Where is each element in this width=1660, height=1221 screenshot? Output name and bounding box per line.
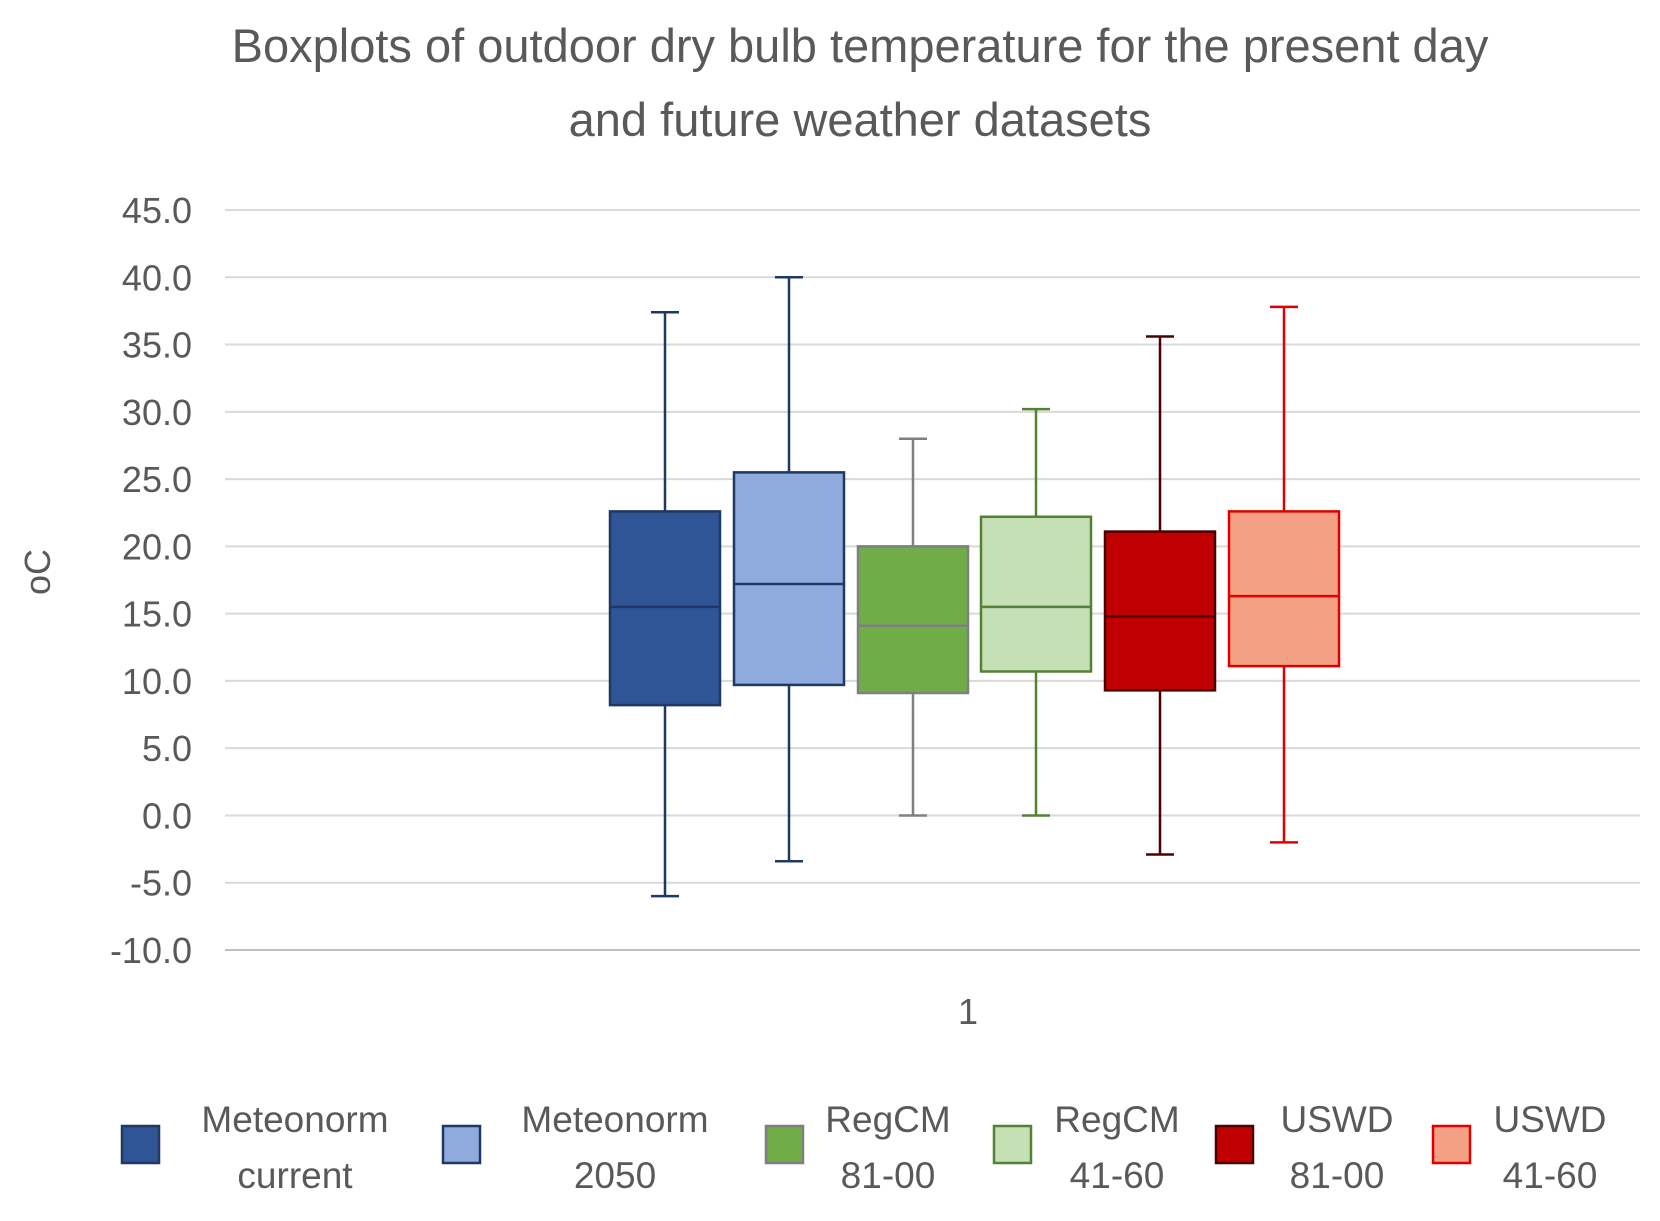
box-iqr [608, 510, 722, 707]
legend-item-2: Meteonorm 2050 [441, 1099, 709, 1196]
y-tick-label: 10.0 [122, 661, 192, 702]
legend-item-5: USWD 81-00 [1214, 1099, 1394, 1196]
chart-title-line-1: Boxplots of outdoor dry bulb temperature… [232, 19, 1489, 72]
y-tick-label: 35.0 [122, 325, 192, 366]
box-series-4 [979, 407, 1093, 817]
legend-item-6: USWD 41-60 [1431, 1099, 1607, 1196]
legend-label: USWD [1280, 1099, 1393, 1140]
legend-label: USWD [1493, 1099, 1606, 1140]
y-tick-label: 15.0 [122, 594, 192, 635]
box-series-2 [732, 276, 846, 863]
y-tick-label: 5.0 [142, 728, 192, 769]
legend-item-1: Meteonorm current [120, 1099, 389, 1196]
legend-label: current [237, 1155, 353, 1196]
box-series-3 [856, 437, 970, 817]
legend-label: Meteonorm [201, 1099, 388, 1140]
legend-swatch [441, 1124, 482, 1165]
legend-label: 2050 [574, 1155, 656, 1196]
legend-label: 81-00 [841, 1155, 936, 1196]
x-axis-category-label: 1 [958, 991, 978, 1032]
y-tick-label: 0.0 [142, 795, 192, 836]
box-series-1 [608, 311, 722, 898]
legend-item-4: RegCM 41-60 [992, 1099, 1180, 1196]
legend-swatch [1214, 1124, 1255, 1165]
chart-title: Boxplots of outdoor dry bulb temperature… [232, 19, 1489, 146]
box-iqr [1227, 510, 1341, 668]
box-iqr [1103, 530, 1217, 692]
legend-label: 81-00 [1290, 1155, 1385, 1196]
legend-label: 41-60 [1070, 1155, 1165, 1196]
y-tick-label: -5.0 [130, 863, 192, 904]
y-tick-label: 30.0 [122, 392, 192, 433]
chart-title-line-2: and future weather datasets [569, 93, 1152, 146]
legend-swatch [764, 1124, 805, 1165]
box-iqr [979, 515, 1093, 673]
legend-label: RegCM [1054, 1099, 1179, 1140]
y-axis-label: oC [17, 549, 58, 595]
legend-swatch [1431, 1124, 1472, 1165]
boxplot-series [608, 276, 1341, 898]
box-series-5 [1103, 335, 1217, 856]
box-iqr [732, 471, 846, 687]
legend-swatch [120, 1124, 161, 1165]
legend-item-3: RegCM 81-00 [764, 1099, 951, 1196]
y-tick-label: 20.0 [122, 526, 192, 567]
legend-label: Meteonorm [521, 1099, 708, 1140]
y-tick-label: 25.0 [122, 459, 192, 500]
legend-swatch [992, 1124, 1033, 1165]
y-axis-tick-labels: -10.0 -5.0 0.0 5.0 10.0 15.0 20.0 25.0 30.0 35.0 4… [110, 190, 192, 971]
legend-label: 41-60 [1503, 1155, 1598, 1196]
y-tick-label: 40.0 [122, 257, 192, 298]
legend: MeteonormcurrentMeteonorm2050RegCM81-00R… [120, 1099, 1607, 1196]
legend-label: RegCM [825, 1099, 950, 1140]
y-tick-label: -10.0 [110, 930, 192, 971]
y-tick-label: 45.0 [122, 190, 192, 231]
box-iqr [856, 545, 970, 695]
box-series-6 [1227, 305, 1341, 844]
